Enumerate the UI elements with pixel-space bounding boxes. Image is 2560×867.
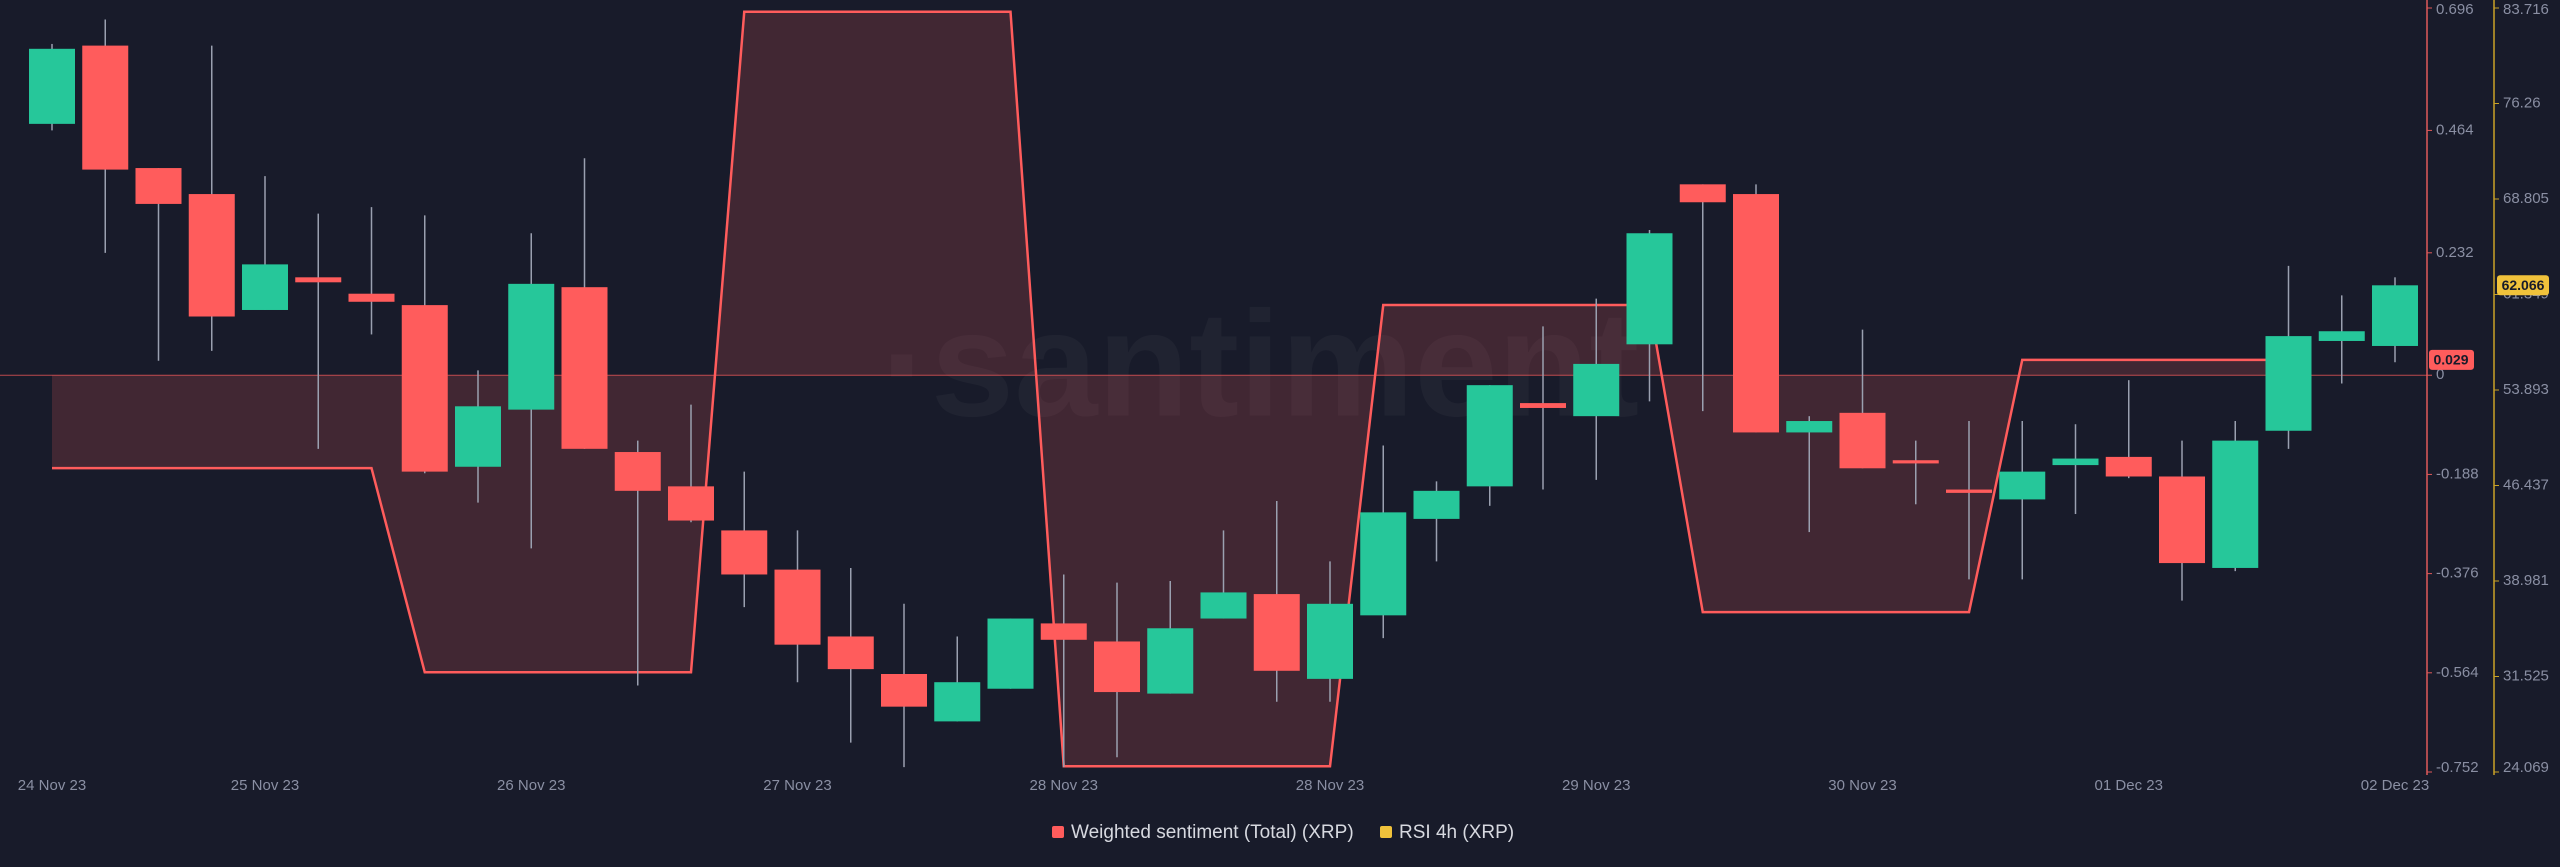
y2-tick-label: 68.805	[2503, 190, 2549, 207]
candle-body	[827, 636, 874, 670]
y2-tick-label: 38.981	[2503, 572, 2549, 589]
candle-body	[1892, 460, 1939, 464]
y2-tick-label: 53.893	[2503, 381, 2549, 398]
candle-body	[2159, 476, 2205, 564]
y2-tick-label: 76.26	[2503, 94, 2541, 111]
candle-body	[29, 48, 75, 124]
y-tick-label: 0.696	[2436, 1, 2474, 18]
value-badge-label: 0.029	[2433, 352, 2468, 368]
candle-body	[1094, 641, 1140, 693]
y2-tick-label: 31.525	[2503, 667, 2549, 684]
y2-tick-label: 83.716	[2503, 1, 2549, 18]
y2-tick-label: 46.437	[2503, 476, 2549, 493]
x-tick-label: 28 Nov 23	[1296, 777, 1364, 794]
candle-body	[2372, 285, 2418, 346]
candle-body	[1466, 385, 1513, 487]
candle-body	[135, 168, 182, 204]
legend-label: Weighted sentiment (Total) (XRP)	[1071, 822, 1354, 843]
candle-body	[82, 45, 129, 170]
x-tick-label: 30 Nov 23	[1828, 777, 1896, 794]
candle-body	[295, 277, 342, 283]
legend-swatch	[1052, 826, 1064, 838]
candle-body	[1733, 194, 1779, 433]
x-tick-label: 02 Dec 23	[2361, 777, 2429, 794]
candle-body	[508, 283, 555, 410]
candle-body	[2212, 440, 2259, 568]
y2-tick-label: 24.069	[2503, 759, 2549, 776]
candle-body	[934, 682, 981, 722]
candle-body	[774, 569, 821, 645]
y-tick-label: -0.188	[2436, 465, 2479, 482]
y-tick-label: 0.232	[2436, 244, 2474, 261]
candle-body	[2265, 336, 2312, 431]
candle-body	[1413, 490, 1460, 519]
candle-body	[1200, 592, 1247, 619]
candle-body	[987, 618, 1034, 689]
y-tick-label: 0	[2436, 366, 2444, 383]
candle-body	[614, 452, 661, 491]
x-tick-label: 25 Nov 23	[231, 777, 299, 794]
value-badge	[2429, 349, 2474, 370]
candle-body	[1360, 512, 1407, 616]
y-tick-label: -0.752	[2436, 759, 2479, 776]
candle-body	[668, 486, 714, 521]
sentiment-area	[52, 11, 2289, 767]
candle-body	[1307, 603, 1353, 679]
x-tick-label: 24 Nov 23	[18, 777, 86, 794]
legend-label: RSI 4h (XRP)	[1399, 822, 1514, 843]
candle-body	[2052, 458, 2099, 466]
candle-body	[1999, 471, 2046, 500]
candle-body	[455, 406, 501, 467]
x-tick-label: 26 Nov 23	[497, 777, 565, 794]
candle-body	[561, 287, 608, 449]
value-badge	[2497, 275, 2549, 296]
candle-body	[1040, 623, 1087, 640]
y-tick-label: 0.464	[2436, 121, 2474, 138]
candle-body	[1147, 628, 1194, 694]
candle-body	[881, 674, 927, 707]
candle-body	[401, 305, 448, 472]
y-tick-label: -0.376	[2436, 565, 2479, 582]
x-tick-label: 01 Dec 23	[2095, 777, 2163, 794]
candle-body	[1839, 412, 1886, 469]
candle-body	[188, 194, 235, 317]
candle-body	[1573, 363, 1620, 417]
legend-swatch	[1380, 826, 1392, 838]
candle-body	[242, 264, 288, 310]
candle-body	[348, 293, 395, 302]
y-tick-label: -0.564	[2436, 664, 2479, 681]
candle-body	[2318, 331, 2365, 341]
value-badge-label: 62.066	[2502, 277, 2545, 293]
candle-body	[721, 530, 768, 575]
candle-body	[1786, 421, 1833, 433]
candle-body	[2105, 456, 2152, 477]
x-tick-label: 27 Nov 23	[763, 777, 831, 794]
x-tick-label: 29 Nov 23	[1562, 777, 1630, 794]
candle-body	[1626, 233, 1673, 345]
x-tick-label: 28 Nov 23	[1030, 777, 1098, 794]
candle-body	[1253, 594, 1300, 671]
candle-body	[1520, 403, 1566, 408]
candle-body	[1946, 489, 1992, 493]
sentiment-line	[52, 10, 2289, 768]
candle-body	[1679, 184, 1726, 203]
